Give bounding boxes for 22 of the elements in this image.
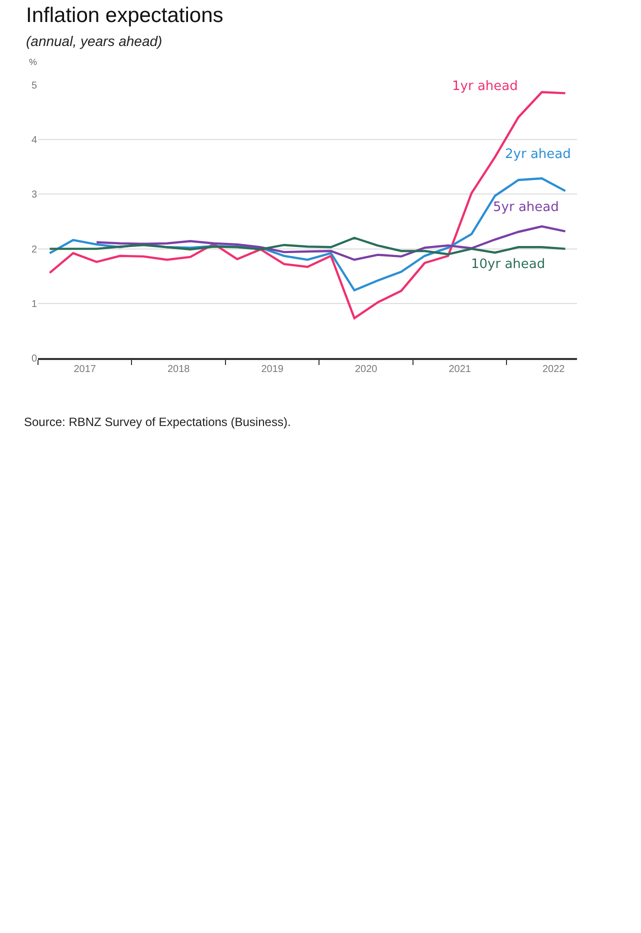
x-tick-label: 2019 — [261, 364, 284, 375]
x-tick-label: 2020 — [354, 364, 378, 375]
x-tick-label: 2022 — [542, 364, 566, 375]
series-label: 5yr ahead — [493, 200, 559, 215]
series-label: 10yr ahead — [471, 257, 546, 272]
line-series — [48, 177, 566, 292]
y-tick-label: 3 — [31, 190, 38, 201]
x-tick-label: 2021 — [448, 364, 472, 375]
chart-subtitle: (annual, years ahead) — [26, 33, 162, 49]
y-tick-label: 2 — [31, 244, 38, 256]
x-tick-label: 2018 — [167, 364, 190, 375]
y-axis-title: % — [29, 57, 38, 67]
y-tick-label: 1 — [31, 298, 38, 310]
y-tick-label: 5 — [31, 80, 38, 92]
series-label: 2yr ahead — [505, 147, 571, 162]
source-note: Source: RBNZ Survey of Expectations (Business). — [24, 415, 291, 429]
chart-title: Inflation expectations — [26, 4, 224, 28]
y-tick-label: 4 — [31, 135, 38, 146]
line-series — [48, 236, 566, 256]
series-label: 1yr ahead — [452, 79, 518, 94]
y-tick-label: 0 — [31, 354, 38, 364]
x-tick-label: 2017 — [74, 364, 96, 375]
